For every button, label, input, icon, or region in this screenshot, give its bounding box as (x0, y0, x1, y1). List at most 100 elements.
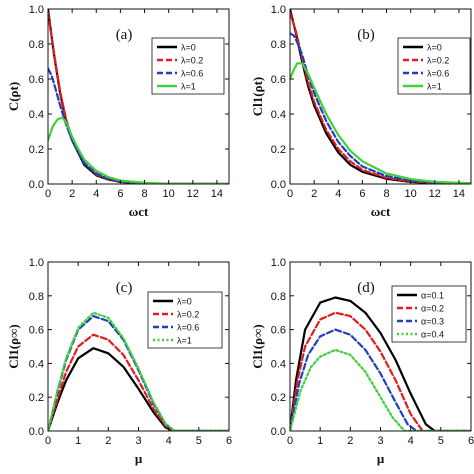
y-tick-label: 0.8 (271, 291, 286, 303)
legend-entry: λ=0.6 (177, 323, 199, 333)
x-tick-label: 5 (438, 435, 444, 447)
y-tick-label: 0.8 (29, 39, 44, 51)
y-tick-label: 0.6 (29, 74, 44, 86)
legend-entry: α=0.1 (421, 291, 444, 301)
legend-entry: λ=0.6 (181, 69, 203, 79)
y-tick-label: 1.0 (271, 4, 286, 16)
x-tick-label: 5 (196, 435, 202, 447)
y-tick-label: 0.4 (29, 109, 44, 121)
x-tick-label: 2 (105, 435, 111, 447)
series-group (48, 9, 229, 184)
series-line-0 (48, 347, 229, 431)
y-tick-label: 0.2 (29, 144, 44, 156)
x-tick-label: 2 (347, 435, 353, 447)
x-tick-label: 12 (429, 188, 441, 200)
legend-entry: λ=1 (181, 82, 196, 92)
x-tick-label: 4 (335, 188, 341, 200)
x-tick-label: 6 (468, 435, 474, 447)
legend-entry: α=0.3 (421, 317, 444, 327)
chart-panel-a: 0 2 4 6 8 10 12 14 0.0 0.2 0.4 0.6 0.8 1.0 (a) C(ρt) ωct… (6, 4, 230, 219)
plot-frame (47, 8, 230, 185)
y-tick-label: 0.6 (271, 325, 286, 337)
x-tick-label: 6 (359, 188, 365, 200)
series-line-3 (290, 348, 471, 431)
y-tick-label: 0.6 (271, 74, 286, 86)
legend-entry: λ=1 (177, 336, 192, 346)
panel-label: (d) (357, 280, 375, 296)
y-tick-label: 0.0 (29, 179, 44, 191)
y-tick-label: 0.0 (271, 426, 286, 438)
y-tick-label: 0.0 (29, 426, 44, 438)
x-tick-label: 4 (93, 188, 99, 200)
series-line-1 (48, 333, 229, 431)
legend-entry: λ=0.2 (181, 56, 203, 66)
legend: α=0.1 α=0.2 α=0.3 α=0.4 (391, 285, 467, 343)
chart-panel-b: 0 2 4 6 8 10 12 14 0.0 0.2 0.4 0.6 0.8 1.0 (b) Cl1(ρt) ω… (250, 4, 472, 219)
legend-entry: λ=0 (181, 43, 196, 53)
panel-label: (c) (116, 280, 133, 296)
x-tick-label: 0 (287, 435, 293, 447)
x-tick-label: 8 (141, 188, 147, 200)
x-tick-label: 4 (408, 435, 414, 447)
x-tick-label: 1 (317, 435, 323, 447)
y-tick-label: 1.0 (29, 257, 44, 269)
x-axis-label: ωct (129, 204, 149, 219)
legend-entry: λ=1 (427, 82, 442, 92)
x-tick-label: 10 (405, 188, 417, 200)
chart-panel-d: 0 1 2 3 4 5 6 0.0 0.2 0.4 0.6 0.8 1.0 (d) Cl1(ρ∞) μ α=0.… (250, 257, 474, 466)
x-tick-label: 3 (377, 435, 383, 447)
legend: λ=0 λ=0.2 λ=0.6 λ=1 (147, 291, 223, 349)
panel-label: (b) (357, 27, 375, 43)
x-tick-label: 0 (45, 435, 51, 447)
x-tick-label: 10 (163, 188, 175, 200)
legend: λ=0 λ=0.2 λ=0.6 λ=1 (397, 37, 471, 95)
series-line-0 (290, 296, 471, 431)
plot-frame (289, 8, 472, 185)
series-line-3 (48, 311, 229, 431)
legend-entry: λ=0 (177, 297, 192, 307)
series-line-3 (290, 62, 471, 184)
x-tick-label: 8 (383, 188, 389, 200)
x-tick-label: 3 (135, 435, 141, 447)
y-tick-label: 0.8 (271, 39, 286, 51)
x-axis-label: ωct (371, 204, 391, 219)
legend-entry: α=0.2 (421, 304, 444, 314)
x-tick-label: 0 (45, 188, 51, 200)
y-tick-label: 0.2 (29, 392, 44, 404)
series-group (48, 311, 229, 431)
y-tick-label: 0.4 (271, 358, 286, 370)
x-tick-label: 6 (117, 188, 123, 200)
y-axis-label: Cl1(ρ∞) (6, 324, 21, 368)
x-tick-label: 14 (211, 188, 223, 200)
x-tick-label: 6 (226, 435, 232, 447)
x-tick-label: 2 (69, 188, 75, 200)
legend-entry: λ=0 (427, 43, 442, 53)
x-tick-label: 12 (187, 188, 199, 200)
x-tick-label: 4 (166, 435, 172, 447)
series-line-2 (290, 328, 471, 431)
series-line-0 (48, 9, 229, 184)
series-group (290, 9, 471, 184)
y-axis-label: Cl1(ρt) (250, 77, 265, 116)
series-line-2 (290, 32, 471, 184)
legend-entry: λ=0.6 (427, 69, 449, 79)
x-axis-label: μ (135, 451, 143, 466)
y-axis-label: C(ρt) (6, 82, 21, 111)
x-tick-label: 14 (453, 188, 465, 200)
y-tick-label: 0.4 (271, 109, 286, 121)
series-line-1 (290, 311, 471, 431)
legend-entry: α=0.4 (421, 330, 444, 340)
y-tick-label: 0.6 (29, 325, 44, 337)
x-tick-label: 0 (287, 188, 293, 200)
chart-panel-c: 0 1 2 3 4 5 60.00.20.40.60.81.0(c)Cl1(ρ∞)μλ=0λ… (6, 257, 232, 466)
x-tick-label: 1 (75, 435, 81, 447)
legend: λ=0 λ=0.2 λ=0.6 λ=1 (151, 37, 225, 95)
y-tick-label: 0.2 (271, 392, 286, 404)
y-tick-label: 0.0 (271, 179, 286, 191)
panel-label: (a) (116, 27, 133, 43)
series-line-3 (48, 116, 229, 184)
series-group (290, 296, 471, 431)
y-tick-label: 0.4 (29, 358, 44, 370)
x-axis-label: μ (377, 451, 385, 466)
